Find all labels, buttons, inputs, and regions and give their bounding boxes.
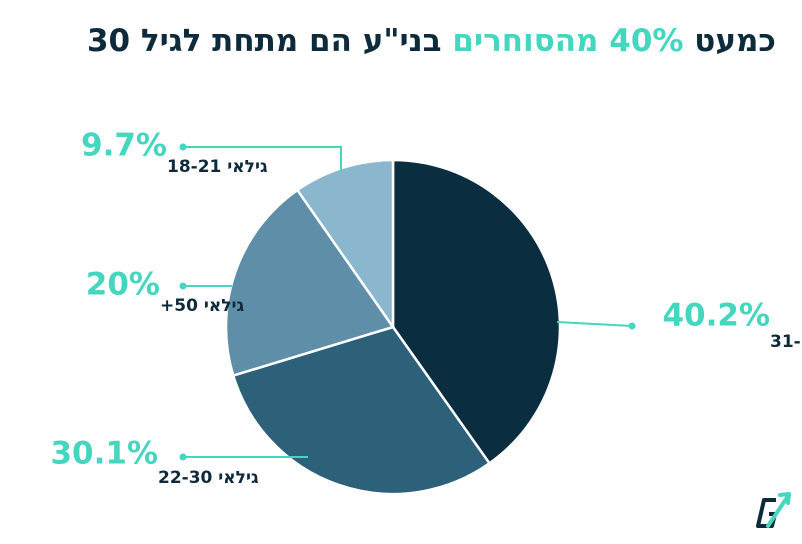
slice-category-label: גילאי 18-21 [167, 157, 268, 177]
leader-line [556, 321, 633, 327]
leader-line [183, 146, 342, 172]
slice-value-label: 30.1% [50, 436, 158, 472]
pie-slice [296, 158, 395, 329]
brand-logo-icon [754, 490, 794, 538]
title-highlight: 40% מהסוחרים [452, 23, 684, 59]
pie-slice [224, 188, 395, 377]
title-part1: כמעט [694, 23, 776, 59]
pie-slice [231, 325, 491, 496]
pie-slice [391, 158, 562, 465]
chart-title: כמעט 40% מהסוחרים בני"ע הם מתחת לגיל 30 [87, 26, 776, 57]
pie-slices [224, 158, 562, 496]
slice-labels: 40.2%גילאי 31-5030.1%גילאי 22-3020%גילאי… [50, 128, 802, 489]
slice-category-label: גילאי 22-30 [158, 468, 259, 488]
slice-value-label: 9.7% [81, 128, 167, 164]
slice-category-label: גילאי 31-50 [770, 332, 802, 352]
leader-lines [179, 143, 636, 461]
leader-dot [179, 282, 187, 290]
slice-value-label: 40.2% [662, 298, 770, 334]
title-part2: בני"ע הם מתחת לגיל 30 [86, 23, 442, 59]
slice-value-label: 20% [86, 267, 160, 303]
leader-dot [628, 322, 636, 330]
leader-dot [179, 143, 187, 151]
slice-category-label: גילאי 50+ [160, 296, 245, 316]
leader-dot [179, 453, 187, 461]
